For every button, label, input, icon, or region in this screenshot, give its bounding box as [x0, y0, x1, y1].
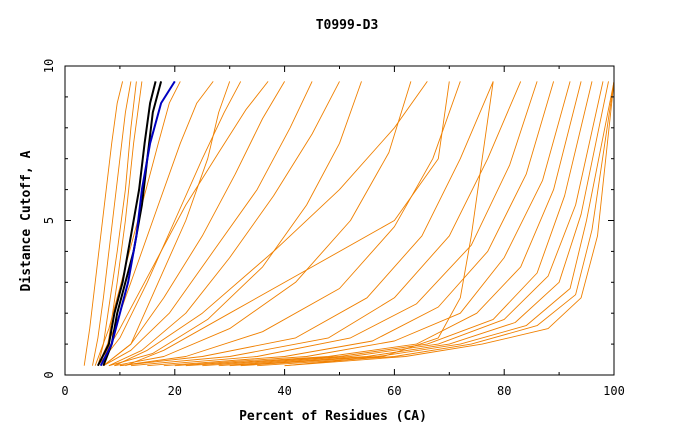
- series-line-26: [97, 81, 269, 366]
- y-axis-label: Distance Cutoff, A: [19, 150, 34, 291]
- series-line-24: [284, 81, 615, 367]
- series-line-28: [125, 81, 450, 367]
- y-tick-label-10: 10: [42, 59, 56, 73]
- series-line-6: [97, 81, 242, 366]
- series-line-0: [83, 81, 124, 366]
- x-tick-label-20: 20: [168, 384, 182, 398]
- series-line-18: [185, 81, 582, 367]
- x-tick-label-60: 60: [387, 384, 401, 398]
- series-line-16: [163, 81, 555, 367]
- highlight-series-line-32: [99, 80, 176, 367]
- x-axis-label: Percent of Residues (CA): [239, 409, 427, 424]
- x-tick-label-80: 80: [497, 384, 511, 398]
- series-line-19: [202, 81, 593, 367]
- series-line-29: [114, 81, 428, 367]
- x-tick-label-100: 100: [603, 384, 625, 398]
- series-line-11: [114, 81, 412, 367]
- series-line-10: [108, 81, 362, 367]
- series-line-22: [240, 81, 615, 367]
- series-line-20: [218, 81, 604, 367]
- y-tick-label-5: 5: [42, 217, 56, 224]
- x-tick-label-0: 0: [61, 384, 68, 398]
- series-line-9: [108, 81, 340, 367]
- series-line-17: [174, 81, 571, 367]
- x-tick-label-40: 40: [277, 384, 291, 398]
- tick-layer: 0 20 40 60 80 100 0 5 10: [42, 59, 625, 398]
- series-line-23: [257, 81, 615, 367]
- series-line-12: [119, 81, 461, 367]
- series-line-21: [229, 81, 609, 367]
- series-line-27: [103, 81, 231, 367]
- series-line-1: [92, 81, 132, 366]
- series-line-25: [284, 81, 494, 367]
- y-tick-label-0: 0: [42, 371, 56, 378]
- series-line-13: [119, 81, 494, 367]
- series-layer: [83, 80, 615, 367]
- series-line-14: [130, 81, 522, 367]
- chart-title: T0999-D3: [316, 18, 379, 33]
- series-line-8: [103, 81, 313, 367]
- series-line-15: [147, 81, 538, 367]
- highlight-series-line-31: [97, 81, 157, 367]
